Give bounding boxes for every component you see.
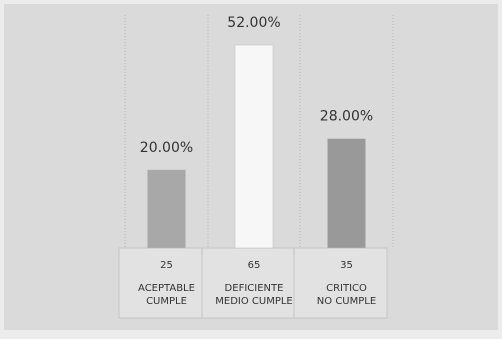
data-label: 52.00% — [227, 15, 280, 31]
bar — [147, 169, 186, 249]
x-tick-label: ACEPTABLE — [138, 283, 195, 294]
table-cell — [118, 247, 203, 319]
bar — [327, 138, 366, 249]
data-label: 28.00% — [320, 109, 373, 125]
x-tick-label: MEDIO CUMPLE — [215, 296, 293, 307]
x-tick-label: CRITICO — [326, 283, 367, 294]
count-label: 65 — [248, 260, 261, 271]
bar — [234, 44, 274, 249]
count-label: 25 — [160, 260, 173, 271]
x-tick-label: CUMPLE — [146, 296, 187, 307]
data-label: 20.00% — [140, 140, 193, 156]
count-label: 35 — [340, 260, 353, 271]
x-tick-label: NO CUMPLE — [317, 296, 376, 307]
x-tick-label: DEFICIENTE — [225, 283, 284, 294]
table-cell — [293, 247, 388, 319]
